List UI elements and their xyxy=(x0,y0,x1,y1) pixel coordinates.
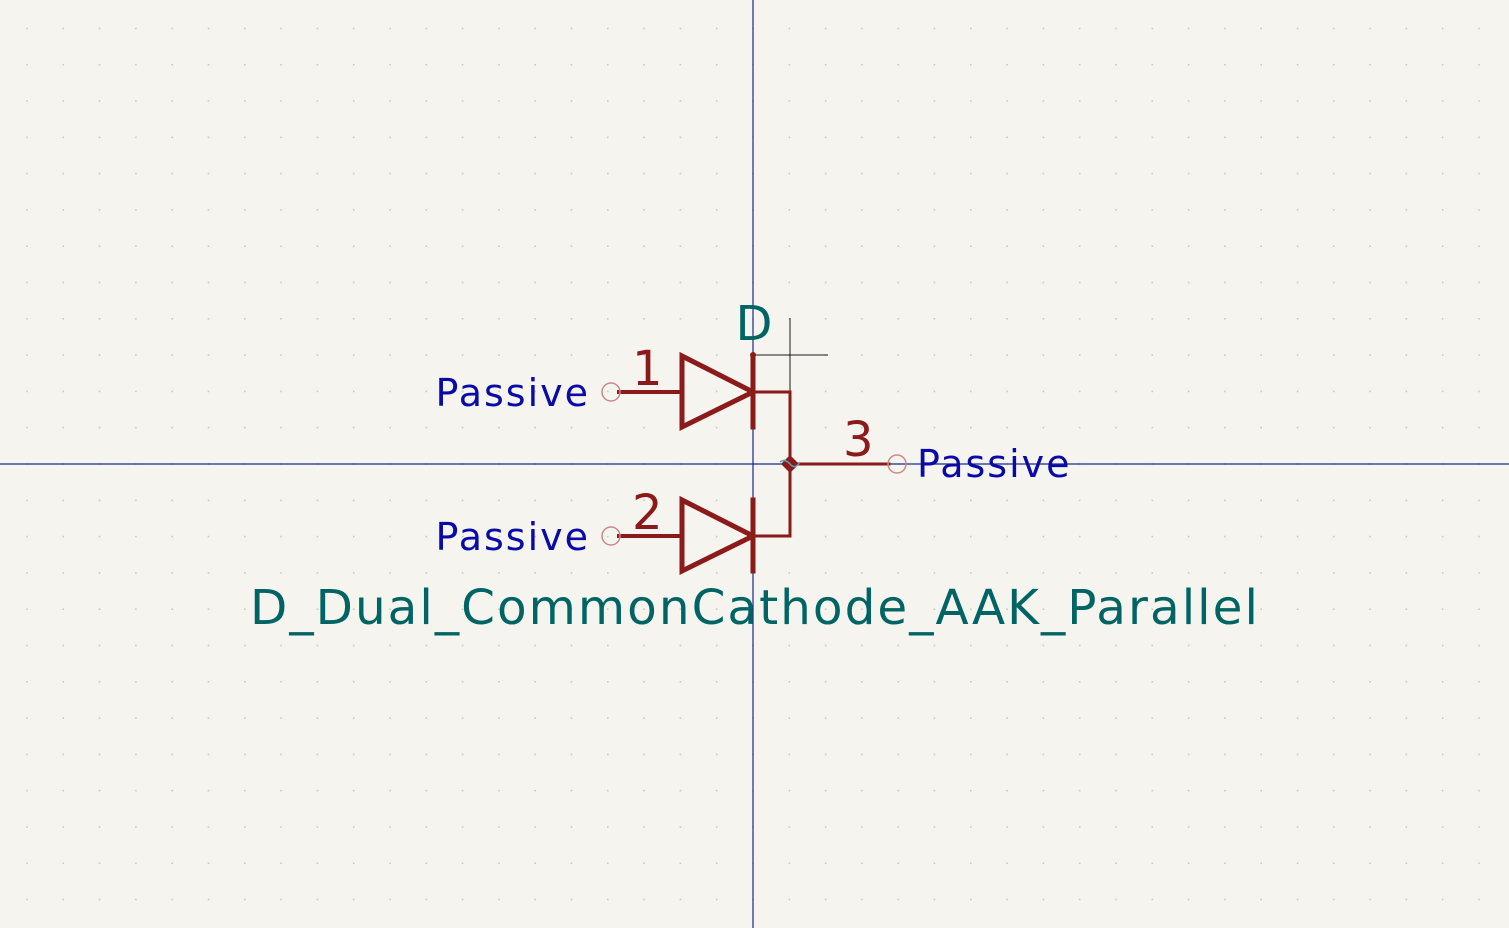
pin-2-number: 2 xyxy=(632,485,663,541)
reference-anchor-icon xyxy=(753,318,828,392)
diode-2-triangle-icon xyxy=(679,495,759,576)
pin-3-number: 3 xyxy=(843,412,874,468)
pin-end-circle-icon[interactable] xyxy=(601,382,621,402)
pin-3-type: Passive xyxy=(917,442,1072,486)
pin-1-number: 1 xyxy=(632,341,663,397)
symbol-value[interactable]: D_Dual_CommonCathode_AAK_Parallel xyxy=(250,580,1260,636)
pin-1-type: Passive xyxy=(435,371,590,415)
origin-marker-icon xyxy=(779,459,801,468)
reference-designator[interactable]: D xyxy=(736,296,775,352)
pin-end-circle-icon[interactable] xyxy=(887,454,907,474)
diode-1-triangle-icon xyxy=(679,351,759,432)
dual-diode-symbol[interactable] xyxy=(617,351,891,576)
pin-end-circle-icon[interactable] xyxy=(601,526,621,546)
pin-2-type: Passive xyxy=(435,515,590,559)
diode-1-top-dot xyxy=(750,352,756,358)
